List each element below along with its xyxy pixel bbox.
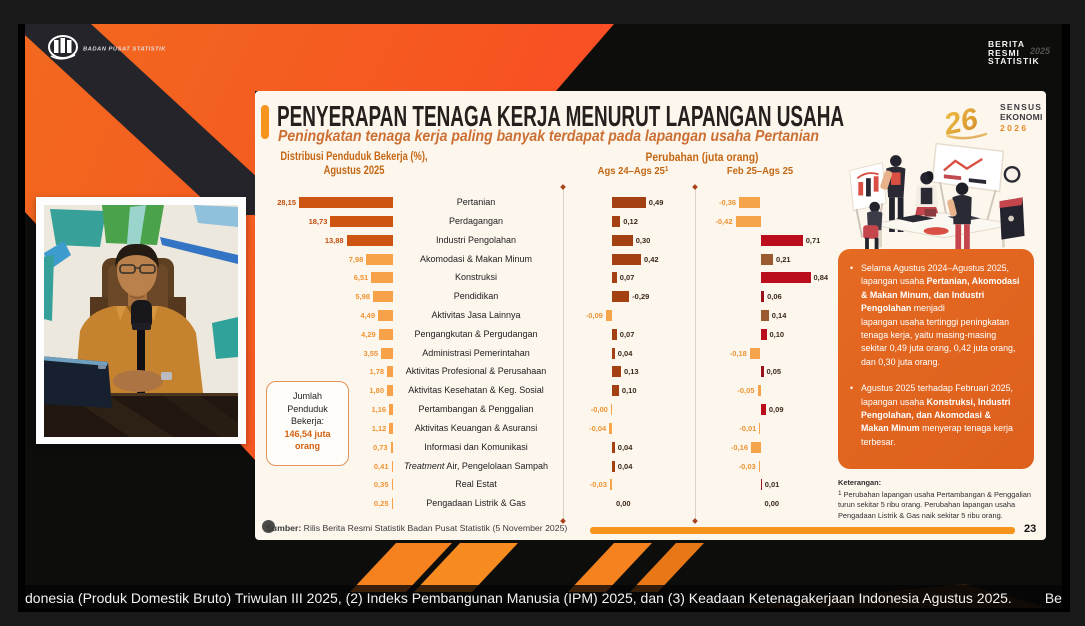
svg-text:EKONOMI: EKONOMI: [1000, 112, 1043, 122]
svg-text:2026: 2026: [1000, 123, 1029, 133]
svg-text:SENSUS: SENSUS: [1000, 102, 1042, 112]
svg-text:BADAN PUSAT STATISTIK: BADAN PUSAT STATISTIK: [83, 47, 166, 53]
